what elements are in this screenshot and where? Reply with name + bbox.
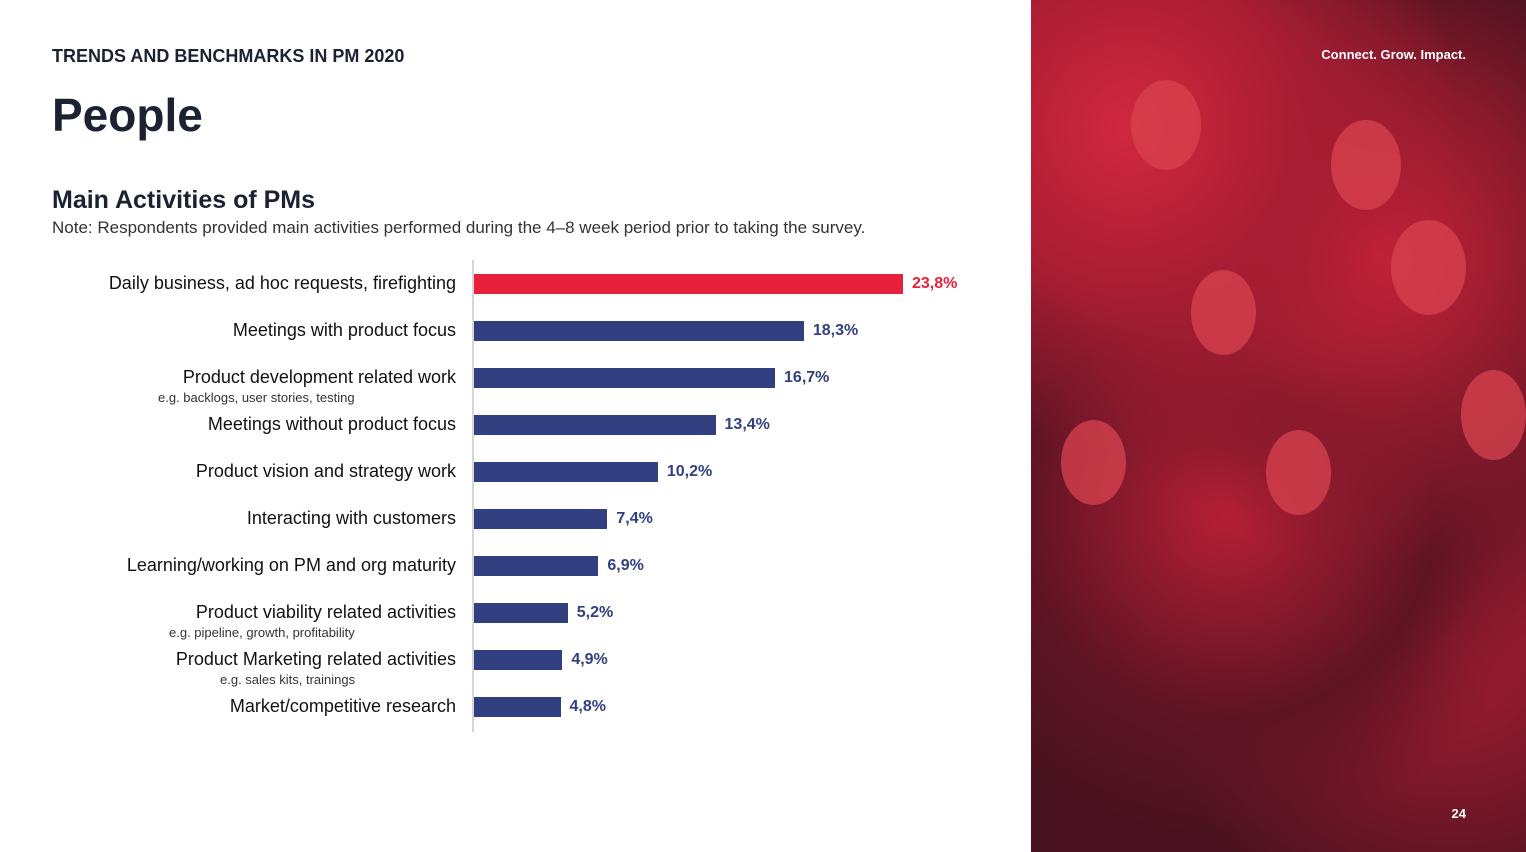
crowd-photo: Connect. Grow. Impact. 24: [1031, 0, 1526, 852]
bar: [474, 650, 563, 670]
photo-face: [1131, 80, 1201, 170]
value-label: 18,3%: [812, 322, 859, 339]
chart-note: Note: Respondents provided main activiti…: [52, 218, 866, 237]
photo-face: [1191, 270, 1256, 355]
category-label: Daily business, ad hoc requests, firefig…: [108, 273, 456, 293]
photo-face: [1391, 220, 1466, 315]
bar: [474, 697, 561, 717]
category-label: Market/competitive research: [229, 696, 456, 716]
page-title: People: [52, 89, 203, 141]
report-kicker: TRENDS AND BENCHMARKS IN PM 2020: [52, 46, 405, 66]
bar: [474, 368, 776, 388]
value-label: 16,7%: [784, 369, 830, 386]
chart-title: Main Activities of PMs: [52, 186, 316, 214]
bar: [474, 556, 599, 576]
category-label: Learning/working on PM and org maturity: [126, 555, 456, 575]
category-sublabel: e.g. backlogs, user stories, testing: [158, 390, 355, 405]
photo-face: [1061, 420, 1126, 505]
value-label: 7,4%: [616, 510, 653, 527]
tagline: Connect. Grow. Impact.: [1321, 47, 1466, 62]
value-label: 10,2%: [666, 463, 713, 480]
value-label: 5,2%: [576, 604, 614, 621]
chart-axis-line: [472, 260, 474, 732]
page-number: 24: [1451, 806, 1466, 821]
photo-face: [1461, 370, 1526, 460]
category-label: Meetings with product focus: [232, 320, 456, 340]
category-label: Product vision and strategy work: [195, 461, 456, 481]
bar: [474, 415, 716, 435]
value-label: 4,8%: [569, 698, 606, 715]
category-label: Interacting with customers: [246, 508, 456, 528]
category-label: Product viability related activities: [195, 602, 456, 622]
value-label: 13,4%: [724, 416, 770, 433]
category-label: Meetings without product focus: [207, 414, 456, 434]
bar: [474, 274, 903, 294]
bar: [474, 603, 568, 623]
category-label: Product Marketing related activities: [175, 649, 456, 669]
bar: [474, 321, 804, 341]
value-label: 6,9%: [607, 557, 644, 574]
photo-face: [1266, 430, 1331, 515]
value-label: 23,8%: [912, 275, 958, 292]
bar: [474, 509, 608, 529]
photo-face: [1331, 120, 1401, 210]
bar: [474, 462, 658, 482]
category-sublabel: e.g. sales kits, trainings: [220, 672, 356, 687]
value-label: 4,9%: [571, 651, 608, 668]
category-label: Product development related work: [182, 367, 456, 387]
category-sublabel: e.g. pipeline, growth, profitability: [169, 625, 355, 640]
